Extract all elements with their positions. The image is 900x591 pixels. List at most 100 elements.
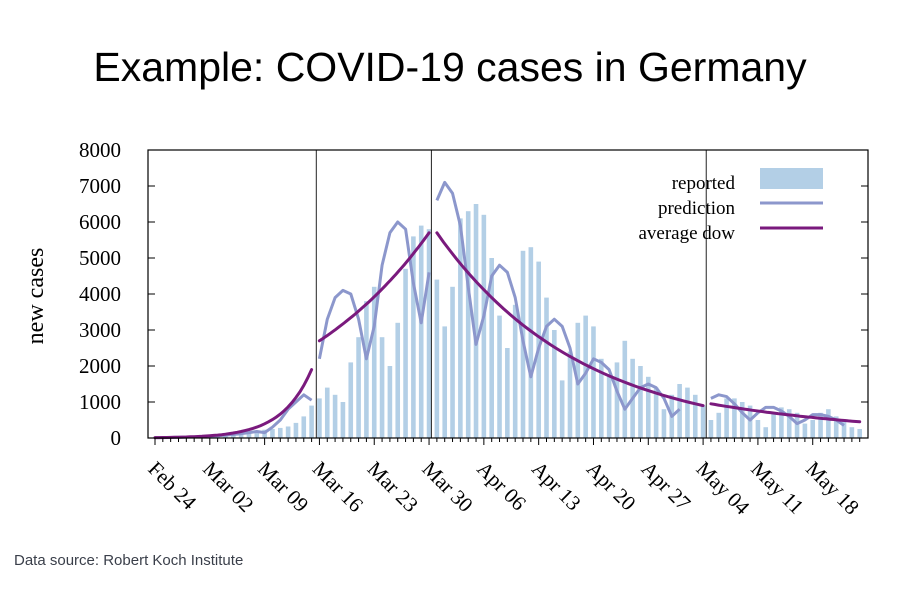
bar-reported <box>732 398 737 438</box>
bar-reported <box>238 433 244 438</box>
bar-reported <box>340 402 346 438</box>
bar-reported <box>277 427 283 438</box>
bar-reported <box>583 315 588 438</box>
average-dow-line <box>317 231 431 343</box>
bar-reported <box>724 398 729 438</box>
y-tick-label: 4000 <box>79 282 121 306</box>
bar-reported <box>833 416 839 438</box>
bar-reported <box>309 405 314 438</box>
bar-reported <box>356 337 361 438</box>
x-tick-label: May 11 <box>746 457 808 519</box>
bar-reported <box>653 387 659 438</box>
bar-reported <box>779 407 784 438</box>
bar-reported <box>465 211 471 438</box>
bar-reported <box>411 236 416 438</box>
bar-reported <box>599 358 604 438</box>
bar-reported <box>857 429 862 438</box>
bar-reported <box>661 409 667 438</box>
y-tick-label: 7000 <box>79 174 121 198</box>
bar-reported <box>552 330 557 438</box>
breakpoint-lines <box>315 150 707 438</box>
bar-reported <box>794 412 800 438</box>
y-tick-label: 3000 <box>79 318 121 342</box>
average-dow-line <box>435 231 705 408</box>
x-tick-label: Feb 24 <box>143 457 201 515</box>
bar-reported <box>324 387 330 438</box>
prediction-line <box>710 393 845 427</box>
bar-reported <box>301 416 307 438</box>
legend: reported prediction average dow <box>638 168 823 244</box>
x-tick-label: May 18 <box>801 457 864 520</box>
x-tick-label: Mar 09 <box>253 457 313 517</box>
bar-reported <box>591 326 596 438</box>
bar-reported <box>622 340 628 438</box>
bar-reported <box>332 394 338 438</box>
bar-reported <box>473 204 479 438</box>
bar-reported <box>544 297 549 438</box>
bar-reported <box>379 337 385 438</box>
bar-reported <box>771 412 776 438</box>
bar-reported <box>645 376 651 438</box>
y-axis: 0 1000 2000 3000 4000 5000 6000 7000 8000 <box>79 138 868 450</box>
bar-reported <box>614 362 620 438</box>
bar-reported <box>747 405 753 438</box>
bars-layer <box>152 204 862 438</box>
bar-reported <box>559 380 565 438</box>
x-tick-label: Apr 06 <box>472 457 531 516</box>
bar-reported <box>387 366 393 438</box>
lines-layer <box>153 180 862 440</box>
legend-label-reported: reported <box>672 173 736 194</box>
bar-reported <box>403 268 408 438</box>
x-tick-label: Apr 27 <box>637 457 696 516</box>
bar-reported <box>254 430 260 438</box>
bar-reported <box>434 279 440 438</box>
bar-reported <box>692 394 698 438</box>
bar-reported <box>606 376 612 438</box>
bar-reported <box>489 258 494 438</box>
y-tick-label: 2000 <box>79 354 121 378</box>
bar-reported <box>786 409 792 438</box>
bar-reported <box>841 420 847 438</box>
bar-reported <box>458 218 463 438</box>
bar-reported <box>348 362 354 438</box>
bar-reported <box>739 402 745 438</box>
bar-reported <box>638 366 643 438</box>
bar-reported <box>700 405 706 438</box>
x-tick-label: Mar 16 <box>308 457 368 517</box>
bar-reported <box>685 387 690 438</box>
bar-reported <box>231 434 236 438</box>
bar-reported <box>442 326 448 438</box>
bar-reported <box>450 286 455 438</box>
bar-reported <box>364 301 369 438</box>
bar-reported <box>293 422 299 438</box>
bar-reported <box>708 420 714 438</box>
y-axis-label: new cases <box>23 248 49 345</box>
x-tick-label: Mar 23 <box>363 457 423 517</box>
bar-reported <box>395 322 401 438</box>
bar-reported <box>512 304 518 438</box>
average-dow-line <box>153 368 314 440</box>
data-source-note: Data source: Robert Koch Institute <box>14 552 244 569</box>
average-dow-line <box>709 402 862 424</box>
y-tick-label: 0 <box>111 426 122 450</box>
y-tick-label: 8000 <box>79 138 121 162</box>
x-tick-label: Apr 20 <box>582 457 641 516</box>
bar-reported <box>505 348 510 438</box>
bar-reported <box>567 351 573 438</box>
bar-reported <box>285 426 291 438</box>
bar-reported <box>371 286 377 438</box>
page-title: Example: COVID-19 cases in Germany <box>93 44 807 90</box>
bar-reported <box>270 429 275 438</box>
bar-reported <box>481 214 487 438</box>
bar-reported <box>716 412 722 438</box>
bar-reported <box>246 432 252 438</box>
bar-reported <box>763 427 769 438</box>
y-tick-label: 6000 <box>79 210 121 234</box>
legend-label-prediction: prediction <box>658 198 736 219</box>
x-tick-label: Apr 13 <box>527 457 586 516</box>
bar-reported <box>755 420 761 438</box>
bar-reported <box>317 398 322 438</box>
y-tick-label: 1000 <box>79 390 121 414</box>
x-tick-label: Mar 02 <box>198 457 258 517</box>
